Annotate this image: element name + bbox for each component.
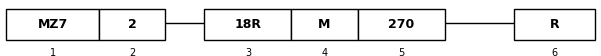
Text: 2: 2 [128,18,136,31]
Bar [291,9,358,40]
Bar [358,9,445,40]
Text: 4: 4 [322,48,328,56]
Bar [99,9,165,40]
Bar [6,9,99,40]
Text: MZ7: MZ7 [37,18,68,31]
Text: M: M [319,18,331,31]
Text: 1: 1 [49,48,56,56]
Bar [204,9,291,40]
Text: 2: 2 [129,48,135,56]
Bar [514,9,595,40]
Text: 5: 5 [398,48,404,56]
Text: 3: 3 [245,48,251,56]
Text: 270: 270 [388,18,414,31]
Text: 18R: 18R [234,18,261,31]
Text: 6: 6 [551,48,558,56]
Text: R: R [549,18,560,31]
